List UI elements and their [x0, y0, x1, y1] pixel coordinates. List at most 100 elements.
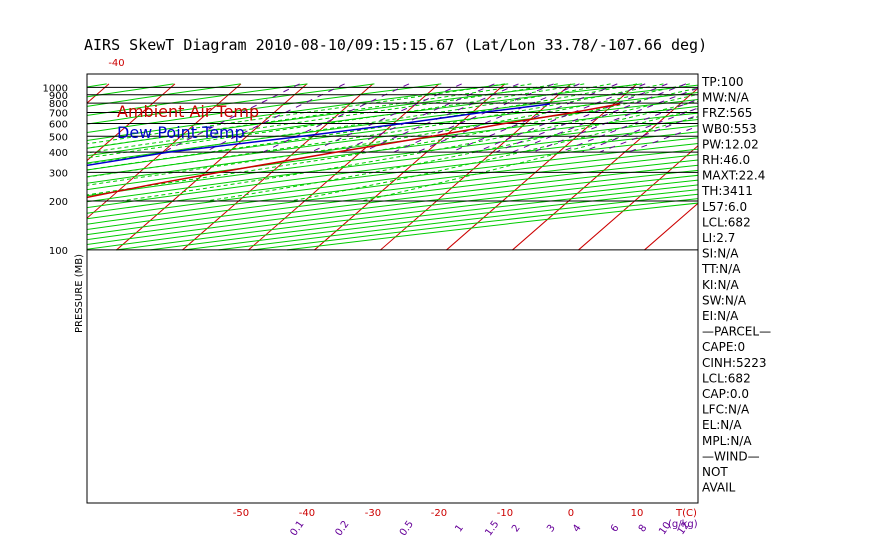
dry-adiabat	[87, 148, 698, 225]
mixing-ratio-line	[262, 83, 410, 153]
moist-adiabat	[87, 83, 585, 159]
stat-label: EL:N/A	[702, 418, 742, 432]
mixing-ratio-line	[599, 114, 698, 153]
mixing-ratio-label: 4	[571, 523, 584, 535]
moist-adiabat	[121, 93, 698, 202]
temp-bottom-tick-label: -40	[299, 508, 315, 519]
dry-adiabat	[87, 99, 698, 178]
stat-label: —PARCEL—	[702, 325, 771, 339]
isotherm-line	[380, 83, 572, 251]
mixing-ratio-line	[310, 83, 462, 153]
mixing-ratio-label: 3	[545, 523, 558, 535]
mixing-ratio-line	[340, 83, 495, 153]
chart-title: AIRS SkewT Diagram 2010-08-10/09:15:15.6…	[84, 36, 707, 54]
stat-label: —WIND—	[702, 449, 760, 463]
moist-adiabat	[361, 116, 698, 202]
dry-adiabat	[87, 142, 698, 220]
dry-adiabat	[87, 83, 576, 149]
dry-adiabat	[87, 83, 509, 142]
temp-bottom-tick-label: 10	[631, 508, 644, 519]
moist-adiabat	[87, 83, 558, 154]
mixing-ratio-label: 1.5	[483, 519, 501, 538]
moist-adiabat	[87, 83, 532, 149]
isotherm-line	[87, 83, 242, 219]
pressure-tick-label: 1000	[43, 83, 68, 94]
plot-frame	[86, 73, 699, 504]
dry-adiabat	[87, 83, 308, 116]
mixing-ratio-line	[475, 83, 646, 153]
dry-adiabat	[87, 169, 698, 246]
pressure-tick-label: 800	[49, 99, 68, 110]
dry-adiabat	[87, 112, 698, 191]
isotherm-line	[578, 145, 698, 251]
isotherm-line	[644, 202, 698, 251]
temp-top-tick-label: -40	[108, 58, 124, 69]
mixing-ratio-label: 8	[637, 523, 650, 535]
dry-adiabat	[87, 131, 698, 209]
stat-label: CAP:0.0	[702, 387, 749, 401]
mixing-ratio-label: 2	[510, 523, 523, 535]
pressure-tick-label: 200	[49, 197, 68, 208]
stat-label: LI:2.7	[702, 231, 735, 245]
mixing-ratio-line	[417, 83, 580, 153]
moist-adiabat	[87, 83, 638, 171]
stat-label: MW:N/A	[702, 91, 750, 105]
pressure-tick-label: 100	[49, 246, 68, 257]
dry-adiabat	[87, 83, 375, 125]
dry-adiabat	[87, 174, 698, 250]
mixing-ratio-label: 6	[609, 523, 622, 535]
moist-adiabat	[206, 100, 698, 202]
temp-bottom-tick-label: -20	[431, 508, 447, 519]
isotherm-line	[0, 84, 43, 250]
dry-adiabat	[87, 83, 442, 134]
mixing-ratio-label: 0.2	[333, 519, 351, 538]
y-axis-label: PRESSURE (MB)	[74, 254, 85, 333]
stat-label: L57:6.0	[702, 200, 747, 214]
stat-label: FRZ:565	[702, 106, 752, 120]
pressure-tick-label: 600	[49, 119, 68, 130]
dry-adiabat	[87, 91, 698, 171]
mixing-ratio-line	[560, 98, 698, 153]
stat-label: NOT	[702, 465, 728, 479]
mixing-ratio-line	[451, 83, 618, 153]
isotherm-line	[776, 84, 870, 250]
dry-adiabat	[184, 189, 698, 251]
mixing-ratio-line	[512, 83, 687, 153]
moist-adiabat	[87, 87, 698, 196]
pressure-tick-label: 900	[49, 91, 68, 102]
stat-label: WB0:553	[702, 122, 757, 136]
mixing-unit-label: (g/kg)	[668, 519, 698, 530]
dry-adiabat	[87, 83, 643, 157]
pressure-tick-label: 700	[49, 109, 68, 120]
moist-adiabat	[87, 83, 690, 186]
stat-label: TP:100	[701, 75, 744, 89]
mixing-ratio-line	[163, 83, 300, 153]
stat-label: SI:N/A	[702, 247, 739, 261]
temp-bottom-tick-label: -30	[365, 508, 381, 519]
mixing-ratio-line	[532, 87, 698, 153]
stat-label: MPL:N/A	[702, 434, 752, 448]
stat-label: SW:N/A	[702, 293, 747, 307]
mixing-ratio-line	[495, 83, 668, 153]
x-unit-label: T(C)	[675, 508, 697, 519]
stat-label: AVAIL	[702, 481, 736, 495]
stat-label: LCL:682	[702, 371, 751, 385]
pressure-tick-label: 500	[49, 132, 68, 143]
dry-adiabat	[87, 137, 698, 214]
dry-adiabat	[87, 84, 698, 164]
stat-label: CAPE:0	[702, 340, 745, 354]
stat-label: KI:N/A	[702, 278, 739, 292]
stat-label: CINH:5223	[702, 356, 767, 370]
moist-adiabat	[290, 108, 698, 202]
stat-label: LFC:N/A	[702, 403, 750, 417]
stat-label: PW:12.02	[702, 137, 759, 151]
dry-adiabat	[87, 83, 174, 98]
moist-adiabat	[87, 83, 506, 145]
dry-adiabat	[87, 83, 241, 107]
dewpoint-profile	[87, 103, 550, 167]
isotherm-line	[87, 83, 176, 162]
temp-bottom-tick-label: -50	[233, 508, 249, 519]
mixing-ratio-line	[581, 107, 698, 153]
